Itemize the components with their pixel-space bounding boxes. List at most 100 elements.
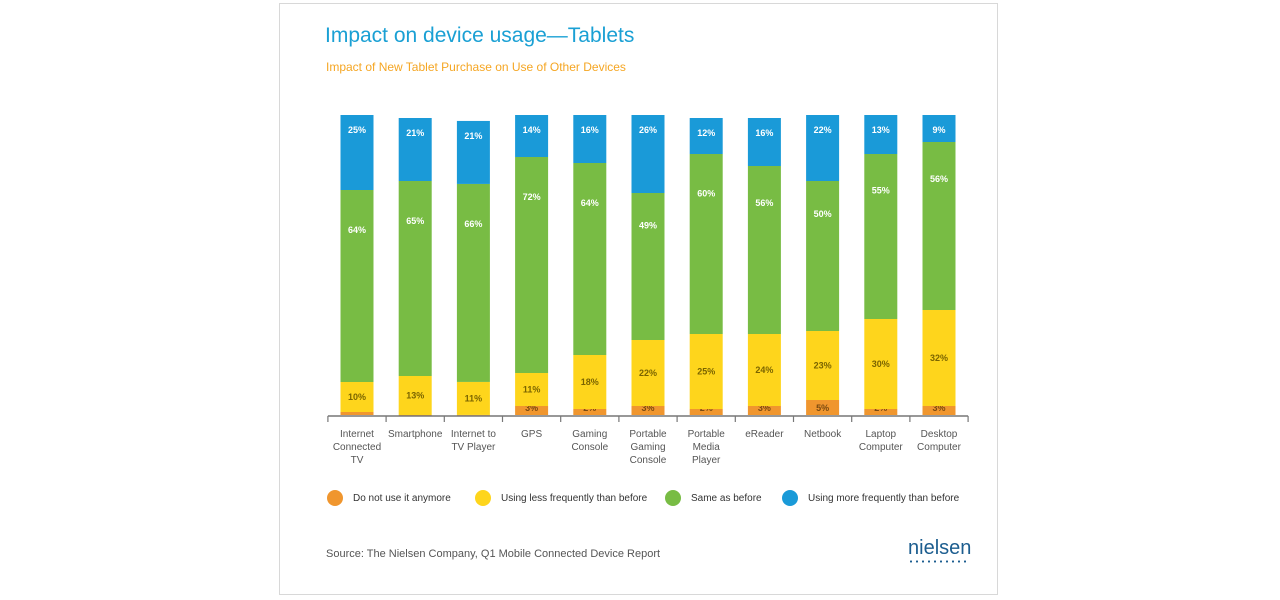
bar-netbook-same-as-before bbox=[806, 181, 840, 331]
source-note: Source: The Nielsen Company, Q1 Mobile C… bbox=[326, 548, 661, 560]
data-label-gps-same-as-before: 72% bbox=[523, 192, 541, 202]
legend-label: Using more frequently than before bbox=[808, 492, 960, 504]
bar-internet-connected-tv-using-more-frequently-than-before bbox=[340, 115, 374, 190]
x-tick-label-gps: GPS bbox=[521, 429, 542, 440]
chart-subtitle: Impact of New Tablet Purchase on Use of … bbox=[326, 60, 626, 74]
bar-desktop-computer-using-less-frequently-than-before bbox=[922, 310, 956, 406]
legend-swatch-orange bbox=[327, 490, 343, 506]
data-label-desktop-computer-do-not-use-it-anymore: 3% bbox=[932, 403, 945, 413]
bar-desktop-computer-using-more-frequently-than-before bbox=[922, 115, 956, 142]
bar-portable-gaming-console-using-more-frequently-than-before bbox=[631, 115, 665, 193]
data-label-laptop-computer-using-less-frequently-than-before: 30% bbox=[872, 359, 890, 369]
bar-smartphone-using-less-frequently-than-before bbox=[398, 376, 432, 415]
data-label-internet-connected-tv-using-less-frequently-than-before: 10% bbox=[348, 392, 366, 402]
data-label-laptop-computer-same-as-before: 55% bbox=[872, 185, 890, 195]
logo-text: nielsen bbox=[908, 537, 972, 559]
data-label-gaming-console-same-as-before: 64% bbox=[581, 198, 599, 208]
x-tick-label-netbook: Netbook bbox=[804, 429, 842, 440]
bar-portable-gaming-console-do-not-use-it-anymore bbox=[631, 406, 665, 415]
data-label-desktop-computer-same-as-before: 56% bbox=[930, 174, 948, 184]
data-label-internet-connected-tv-using-more-frequently-than-before: 25% bbox=[348, 125, 366, 135]
x-tick-label-desktop-computer: Desktop Computer bbox=[917, 429, 962, 453]
bar-internet-connected-tv-do-not-use-it-anymore bbox=[340, 412, 374, 415]
chart-card: Impact on device usage—Tablets Impact of… bbox=[279, 3, 998, 595]
data-label-gps-using-less-frequently-than-before: 11% bbox=[523, 385, 541, 395]
legend-item-same: Same as before bbox=[665, 490, 762, 506]
data-label-portable-media-player-using-more-frequently-than-before: 12% bbox=[697, 128, 715, 138]
data-label-ereader-using-more-frequently-than-before: 16% bbox=[755, 128, 773, 138]
data-label-netbook-same-as-before: 50% bbox=[814, 209, 832, 219]
bar-desktop-computer-same-as-before bbox=[922, 142, 956, 310]
data-label-gps-do-not-use-it-anymore: 3% bbox=[525, 403, 538, 413]
bar-internet-connected-tv-same-as-before bbox=[340, 190, 374, 382]
x-tick-label-laptop-computer: Laptop Computer bbox=[859, 429, 904, 453]
data-label-ereader-same-as-before: 56% bbox=[755, 198, 773, 208]
chart-title: Impact on device usage—Tablets bbox=[325, 24, 635, 47]
data-label-netbook-do-not-use-it-anymore: 5% bbox=[816, 403, 829, 413]
bar-gaming-console-do-not-use-it-anymore bbox=[573, 409, 607, 415]
x-tick-label-portable-gaming-console: Portable Gaming Console bbox=[629, 429, 667, 466]
bar-smartphone-using-more-frequently-than-before bbox=[398, 118, 432, 181]
data-label-smartphone-using-more-frequently-than-before: 21% bbox=[406, 128, 424, 138]
data-label-smartphone-using-less-frequently-than-before: 13% bbox=[406, 391, 424, 401]
data-label-portable-media-player-same-as-before: 60% bbox=[697, 189, 715, 199]
bar-portable-gaming-console-same-as-before bbox=[631, 193, 665, 340]
nielsen-logo: nielsen bbox=[908, 537, 972, 569]
x-tick-label-internet-connected-tv: Internet Connected TV bbox=[333, 429, 381, 466]
logo-dots bbox=[908, 560, 968, 563]
bar-internet-to-tv-player-same-as-before bbox=[456, 183, 490, 382]
data-label-netbook-using-more-frequently-than-before: 22% bbox=[814, 125, 832, 135]
bar-internet-connected-tv-using-less-frequently-than-before bbox=[340, 382, 374, 412]
x-tick-label-ereader: eReader bbox=[745, 429, 784, 440]
data-label-smartphone-same-as-before: 65% bbox=[406, 216, 424, 226]
bar-smartphone-same-as-before bbox=[398, 181, 432, 376]
legend-swatch-yellow bbox=[475, 490, 491, 506]
chart-legend: Do not use it anymore Using less frequen… bbox=[327, 490, 987, 510]
legend-swatch-green bbox=[665, 490, 681, 506]
data-label-internet-to-tv-player-using-less-frequently-than-before: 11% bbox=[465, 393, 483, 403]
bar-laptop-computer-using-more-frequently-than-before bbox=[864, 115, 898, 154]
data-label-portable-gaming-console-do-not-use-it-anymore: 3% bbox=[641, 403, 654, 413]
bar-ereader-using-more-frequently-than-before bbox=[747, 118, 781, 166]
bar-gaming-console-using-less-frequently-than-before bbox=[573, 355, 607, 409]
bar-internet-to-tv-player-using-less-frequently-than-before bbox=[456, 381, 490, 415]
data-label-gaming-console-using-more-frequently-than-before: 16% bbox=[581, 125, 599, 135]
legend-label: Do not use it anymore bbox=[353, 492, 451, 504]
legend-swatch-blue bbox=[782, 490, 798, 506]
x-tick-label-gaming-console: Gaming Console bbox=[571, 429, 608, 453]
stacked-bar-chart: 1%10%64%25%InternetConnectedTV13%65%21%S… bbox=[327, 115, 969, 466]
data-label-desktop-computer-using-less-frequently-than-before: 32% bbox=[930, 353, 948, 363]
bar-internet-to-tv-player-do-not-use-it-anymore bbox=[456, 414, 490, 416]
legend-label: Using less frequently than before bbox=[501, 492, 648, 504]
bar-portable-media-player-do-not-use-it-anymore bbox=[689, 409, 723, 415]
data-label-gaming-console-using-less-frequently-than-before: 18% bbox=[581, 377, 599, 387]
data-label-netbook-using-less-frequently-than-before: 23% bbox=[814, 361, 832, 371]
legend-label: Same as before bbox=[691, 492, 762, 504]
data-label-ereader-do-not-use-it-anymore: 3% bbox=[758, 403, 771, 413]
bar-netbook-do-not-use-it-anymore bbox=[806, 400, 840, 415]
bar-ereader-same-as-before bbox=[747, 166, 781, 334]
bar-gaming-console-same-as-before bbox=[573, 163, 607, 355]
x-tick-label-smartphone: Smartphone bbox=[388, 429, 443, 440]
bar-portable-media-player-using-less-frequently-than-before bbox=[689, 334, 723, 409]
data-label-portable-gaming-console-using-less-frequently-than-before: 22% bbox=[639, 368, 657, 378]
bar-ereader-do-not-use-it-anymore bbox=[747, 406, 781, 415]
data-label-desktop-computer-using-more-frequently-than-before: 9% bbox=[932, 125, 945, 135]
legend-item-more-frequently: Using more frequently than before bbox=[782, 490, 959, 506]
data-label-internet-connected-tv-same-as-before: 64% bbox=[348, 225, 366, 235]
bar-laptop-computer-do-not-use-it-anymore bbox=[864, 409, 898, 415]
data-label-portable-media-player-using-less-frequently-than-before: 25% bbox=[697, 367, 715, 377]
bar-gps-using-more-frequently-than-before bbox=[515, 115, 549, 157]
data-label-ereader-using-less-frequently-than-before: 24% bbox=[755, 365, 773, 375]
bar-gps-using-less-frequently-than-before bbox=[515, 373, 549, 406]
bar-netbook-using-more-frequently-than-before bbox=[806, 115, 840, 181]
data-label-laptop-computer-using-more-frequently-than-before: 13% bbox=[872, 125, 890, 135]
x-tick-label-portable-media-player: Portable Media Player bbox=[688, 429, 726, 466]
bar-desktop-computer-do-not-use-it-anymore bbox=[922, 406, 956, 415]
legend-item-less-frequently: Using less frequently than before bbox=[475, 490, 647, 506]
data-label-internet-to-tv-player-using-more-frequently-than-before: 21% bbox=[464, 131, 482, 141]
bar-netbook-using-less-frequently-than-before bbox=[806, 331, 840, 400]
bar-portable-gaming-console-using-less-frequently-than-before bbox=[631, 340, 665, 406]
legend-item-do-not-use: Do not use it anymore bbox=[327, 490, 451, 506]
bar-internet-to-tv-player-using-more-frequently-than-before bbox=[456, 120, 490, 184]
